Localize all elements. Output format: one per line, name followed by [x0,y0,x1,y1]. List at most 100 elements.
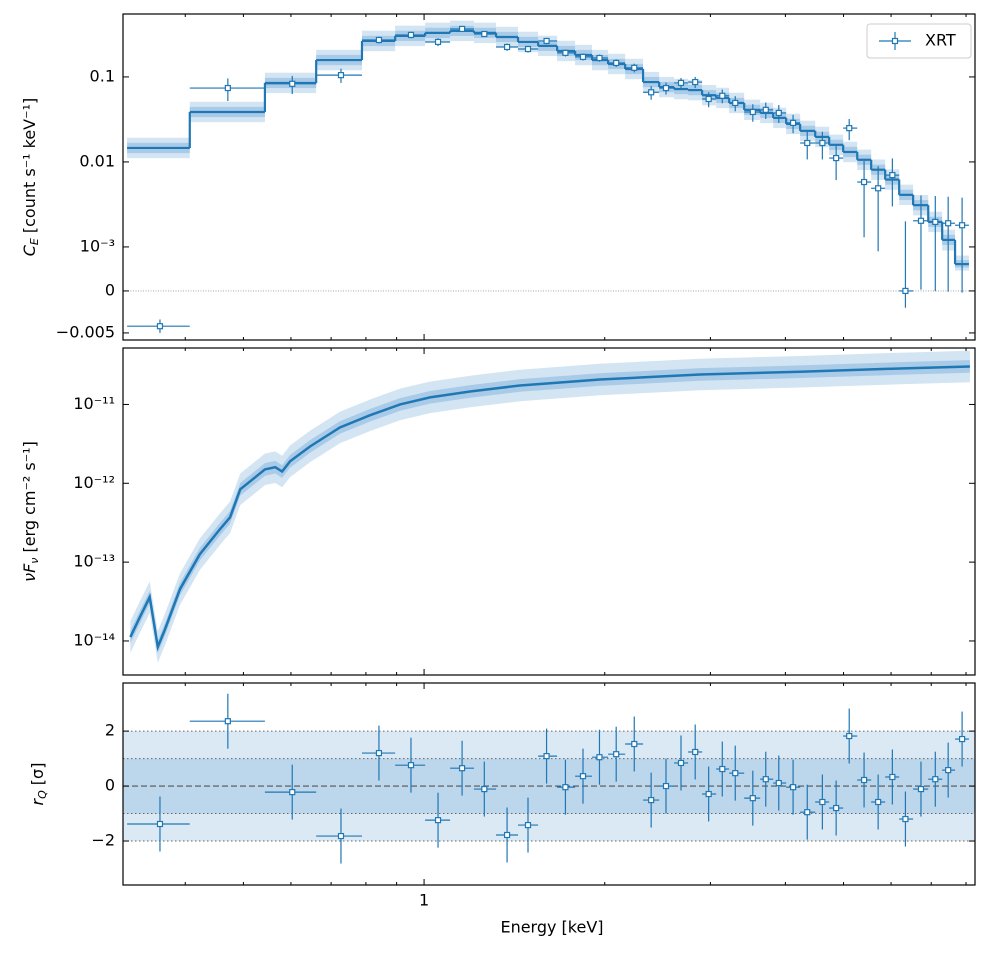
data-point [819,139,826,147]
data-point [596,54,603,62]
data-point [524,821,532,829]
data-point [677,79,685,87]
y-tick-label: 10⁻³ [80,236,115,255]
data-point [458,765,466,772]
data-point [407,31,415,39]
data-point [503,831,511,839]
y-tick-label: 10⁻¹⁴ [73,630,115,649]
y-tick-label: 0 [105,776,115,795]
y-tick-label: −2 [91,831,115,850]
data-point [719,765,726,773]
data-point [958,735,966,743]
data-point [875,185,882,192]
data-point [833,804,840,812]
data-point [662,84,670,92]
x-axis-label: Energy [keV] [500,918,603,937]
y-label-subscript: E [28,238,41,245]
data-point [917,785,925,793]
data-point [596,754,603,761]
data-point [775,109,782,117]
data-point [749,795,756,802]
data-point [762,106,769,113]
model-line [129,365,970,652]
data-point [562,784,569,791]
data-point [562,49,569,56]
y-tick-label: 10⁻¹¹ [73,394,115,413]
data-point [789,784,797,791]
data-point [705,790,712,798]
y-tick-label: 0 [105,280,115,299]
data-point [579,773,587,780]
y-label-unit: [erg cm⁻² s⁻¹] [20,441,39,552]
data-point [662,782,670,790]
data-point [631,740,638,748]
data-point [762,776,769,783]
data-point [875,798,882,806]
data-point [945,220,952,227]
data-point [648,89,655,96]
data-point [613,59,620,67]
y-label-subscript: Q [36,790,49,799]
y-axis-label: νFν [erg cm⁻² s⁻¹] [20,441,42,582]
data-point [705,95,712,103]
data-point [156,820,164,828]
data-point [846,125,853,132]
data-point [958,222,966,229]
x-tick-label: 1 [419,891,429,910]
panel-2 [123,693,975,864]
data-point [524,45,532,53]
data-point [224,718,231,725]
data-point [407,762,415,769]
data-point [860,776,868,784]
data-point [289,80,296,87]
y-label-unit: [σ] [28,763,47,786]
y-axis-label: CE [count s⁻¹ keV⁻¹] [20,98,42,256]
data-point [749,108,756,116]
data-point [375,36,383,44]
panel-0 [123,20,975,333]
y-tick-label: 2 [105,721,115,740]
y-tick-label: 0.1 [90,66,115,85]
data-point [902,287,909,295]
data-point [692,78,699,86]
data-point [289,789,296,796]
data-point [692,748,699,756]
data-point [945,767,952,774]
data-point [833,154,840,162]
legend-marker [891,37,899,45]
data-point [481,30,488,38]
data-point [337,72,345,79]
panel-frame [122,347,976,676]
y-tick-label: 10⁻¹³ [73,552,115,571]
model-band [130,360,970,654]
data-point [224,84,231,92]
data-point [902,815,909,823]
panel-frame [122,682,976,886]
data-point [732,99,739,107]
data-point [804,809,811,816]
data-point [434,38,442,46]
data-point [613,751,620,758]
y-label-symbol: νF [20,563,39,582]
data-point [789,119,797,126]
data-point [719,92,726,99]
model-band [130,350,970,663]
panel-1 [129,350,970,663]
data-point [543,753,550,760]
y-label-unit: [count s⁻¹ keV⁻¹] [20,98,39,233]
data-point [458,25,466,33]
data-point [889,171,896,179]
data-point [819,798,826,806]
data-point [543,37,550,45]
data-point [917,217,925,224]
data-point [375,749,383,757]
y-label-symbol: r [28,797,47,805]
data-point [631,64,638,71]
data-point [889,773,896,781]
data-point [503,43,511,51]
data-point [677,759,685,767]
data-point [337,832,345,840]
legend-box [866,23,972,59]
y-tick-label: −0.005 [56,322,115,341]
